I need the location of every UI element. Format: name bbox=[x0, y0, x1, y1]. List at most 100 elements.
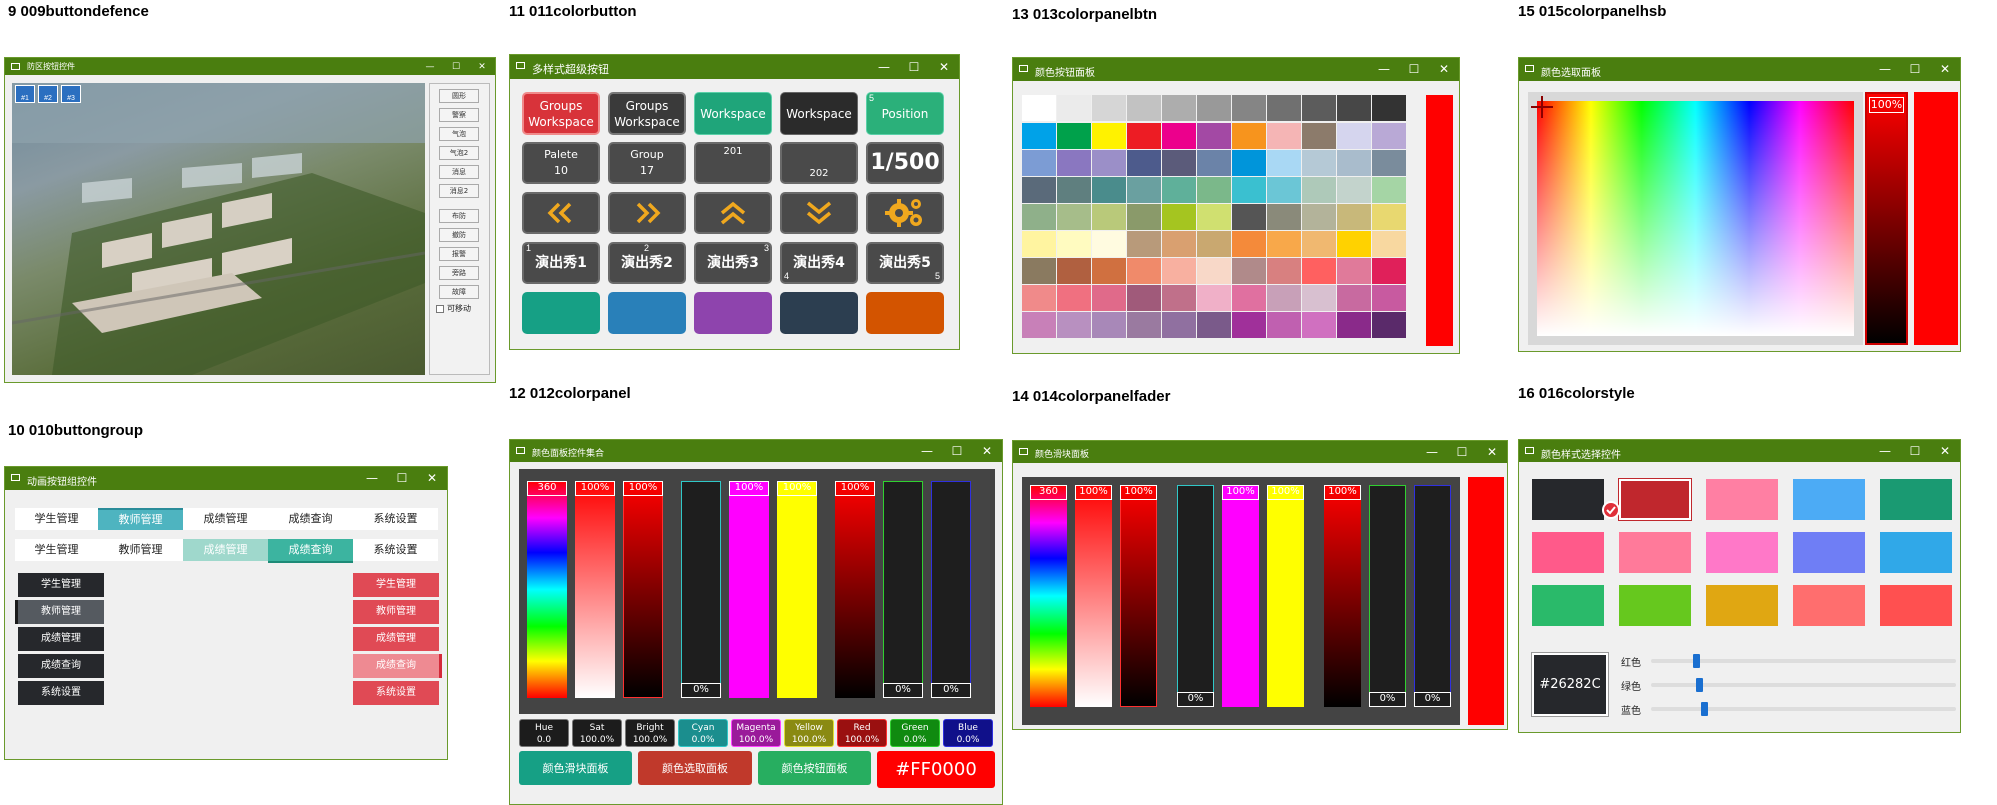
color-cell[interactable] bbox=[1127, 150, 1161, 176]
color-cell[interactable] bbox=[1337, 285, 1371, 311]
yellow-fader[interactable] bbox=[777, 481, 817, 698]
maximize-button[interactable]: ☐ bbox=[1456, 445, 1468, 459]
row2-student-mgmt[interactable]: 学生管理 bbox=[15, 539, 98, 561]
color-cell[interactable] bbox=[1232, 285, 1266, 311]
shape-bubble2-button[interactable]: 气泡2 bbox=[439, 146, 479, 160]
last-button[interactable] bbox=[608, 192, 686, 234]
color-cell[interactable] bbox=[1267, 258, 1301, 284]
minimize-button[interactable]: — bbox=[921, 444, 933, 458]
color-cell[interactable] bbox=[1022, 258, 1056, 284]
color-cell[interactable] bbox=[1302, 177, 1336, 203]
color-swatch[interactable] bbox=[1706, 585, 1778, 626]
color-cell[interactable] bbox=[1372, 285, 1406, 311]
color-cell[interactable] bbox=[1162, 177, 1196, 203]
blue-slider-thumb[interactable] bbox=[1701, 702, 1708, 716]
color-cell[interactable] bbox=[1372, 150, 1406, 176]
maximize-button[interactable]: ☐ bbox=[1909, 444, 1921, 458]
maximize-button[interactable]: ☐ bbox=[1408, 62, 1420, 76]
bypass-button[interactable]: 旁路 bbox=[439, 266, 479, 280]
color-cell[interactable] bbox=[1267, 177, 1301, 203]
picker-crosshair-icon[interactable] bbox=[1531, 96, 1553, 118]
row2-score-mgmt[interactable]: 成绩管理 bbox=[183, 539, 268, 561]
color-button-blue[interactable] bbox=[608, 292, 686, 334]
color-cell[interactable] bbox=[1057, 177, 1091, 203]
color-cell[interactable] bbox=[1197, 123, 1231, 149]
color-cell[interactable] bbox=[1057, 150, 1091, 176]
green-fader[interactable] bbox=[883, 481, 923, 698]
color-cell[interactable] bbox=[1057, 95, 1091, 121]
brightness-fader[interactable] bbox=[1120, 485, 1157, 707]
color-cell[interactable] bbox=[1337, 150, 1371, 176]
button-panel-button[interactable]: 颜色按钮面板 bbox=[758, 751, 871, 785]
color-cell[interactable] bbox=[1267, 285, 1301, 311]
defence-marker-2[interactable]: #2 bbox=[38, 85, 58, 103]
yellow-fader[interactable] bbox=[1267, 485, 1304, 707]
color-cell[interactable] bbox=[1337, 204, 1371, 230]
color-cell[interactable] bbox=[1197, 258, 1231, 284]
red-fader[interactable] bbox=[1324, 485, 1361, 707]
color-button-orange[interactable] bbox=[866, 292, 944, 334]
page-counter-button[interactable]: 1/500 bbox=[866, 142, 944, 184]
color-swatch[interactable] bbox=[1793, 479, 1865, 520]
shape-police-button[interactable]: 警察 bbox=[439, 108, 479, 122]
color-swatch[interactable] bbox=[1880, 585, 1952, 626]
color-cell[interactable] bbox=[1337, 123, 1371, 149]
green-slider-track[interactable] bbox=[1651, 683, 1956, 687]
color-cell[interactable] bbox=[1162, 123, 1196, 149]
alarm-button[interactable]: 报警 bbox=[439, 247, 479, 261]
color-cell[interactable] bbox=[1337, 231, 1371, 257]
color-cell[interactable] bbox=[1302, 258, 1336, 284]
groups-workspace-red-button[interactable]: Groups Workspace bbox=[522, 92, 600, 135]
color-swatch[interactable] bbox=[1619, 585, 1691, 626]
right-menu-teacher-mgmt[interactable]: 教师管理 bbox=[353, 600, 439, 624]
minimize-button[interactable]: — bbox=[1426, 445, 1438, 459]
disarm-button[interactable]: 撤防 bbox=[439, 228, 479, 242]
minimize-button[interactable]: — bbox=[1879, 444, 1891, 458]
color-cell[interactable] bbox=[1302, 95, 1336, 121]
row1-score-query[interactable]: 成绩查询 bbox=[268, 508, 353, 530]
left-menu-score-query[interactable]: 成绩查询 bbox=[18, 654, 104, 678]
show-3-button[interactable]: 演出秀3 bbox=[694, 242, 772, 284]
groups-workspace-dark-button[interactable]: Groups Workspace bbox=[608, 92, 686, 135]
color-cell[interactable] bbox=[1022, 231, 1056, 257]
maximize-button[interactable]: ☐ bbox=[951, 444, 963, 458]
value-201-button[interactable]: 201 bbox=[694, 142, 772, 184]
color-cell[interactable] bbox=[1127, 177, 1161, 203]
green-fader[interactable] bbox=[1369, 485, 1406, 707]
shape-bubble-button[interactable]: 气泡 bbox=[439, 127, 479, 141]
left-menu-teacher-mgmt[interactable]: 教师管理 bbox=[15, 600, 104, 624]
close-button[interactable]: ✕ bbox=[478, 61, 486, 72]
blue-fader[interactable] bbox=[931, 481, 971, 698]
color-cell[interactable] bbox=[1057, 204, 1091, 230]
color-cell[interactable] bbox=[1372, 177, 1406, 203]
color-cell[interactable] bbox=[1302, 312, 1336, 338]
right-menu-student-mgmt[interactable]: 学生管理 bbox=[353, 573, 439, 597]
color-cell[interactable] bbox=[1022, 312, 1056, 338]
value-202-button[interactable]: 202 bbox=[780, 142, 858, 184]
color-cell[interactable] bbox=[1232, 231, 1266, 257]
hue-saturation-area[interactable] bbox=[1528, 92, 1863, 345]
shape-message-button[interactable]: 消息 bbox=[439, 165, 479, 179]
color-cell[interactable] bbox=[1232, 312, 1266, 338]
color-cell[interactable] bbox=[1302, 204, 1336, 230]
position-button[interactable]: Position bbox=[866, 92, 944, 135]
color-cell[interactable] bbox=[1022, 95, 1056, 121]
picker-panel-button[interactable]: 颜色选取面板 bbox=[638, 751, 752, 785]
color-cell[interactable] bbox=[1267, 312, 1301, 338]
close-button[interactable]: ✕ bbox=[1939, 62, 1951, 76]
color-cell[interactable] bbox=[1232, 204, 1266, 230]
color-cell[interactable] bbox=[1092, 258, 1126, 284]
saturation-fader[interactable] bbox=[575, 481, 615, 698]
color-cell[interactable] bbox=[1267, 123, 1301, 149]
row1-score-mgmt[interactable]: 成绩管理 bbox=[183, 508, 268, 530]
color-cell[interactable] bbox=[1302, 150, 1336, 176]
color-cell[interactable] bbox=[1127, 123, 1161, 149]
color-cell[interactable] bbox=[1092, 204, 1126, 230]
color-button-teal[interactable] bbox=[522, 292, 600, 334]
show-5-button[interactable]: 演出秀5 bbox=[866, 242, 944, 284]
row2-score-query[interactable]: 成绩查询 bbox=[268, 539, 353, 563]
color-cell[interactable] bbox=[1232, 258, 1266, 284]
row1-system-settings[interactable]: 系统设置 bbox=[353, 508, 438, 530]
fault-button[interactable]: 故障 bbox=[439, 285, 479, 299]
color-cell[interactable] bbox=[1372, 95, 1406, 121]
